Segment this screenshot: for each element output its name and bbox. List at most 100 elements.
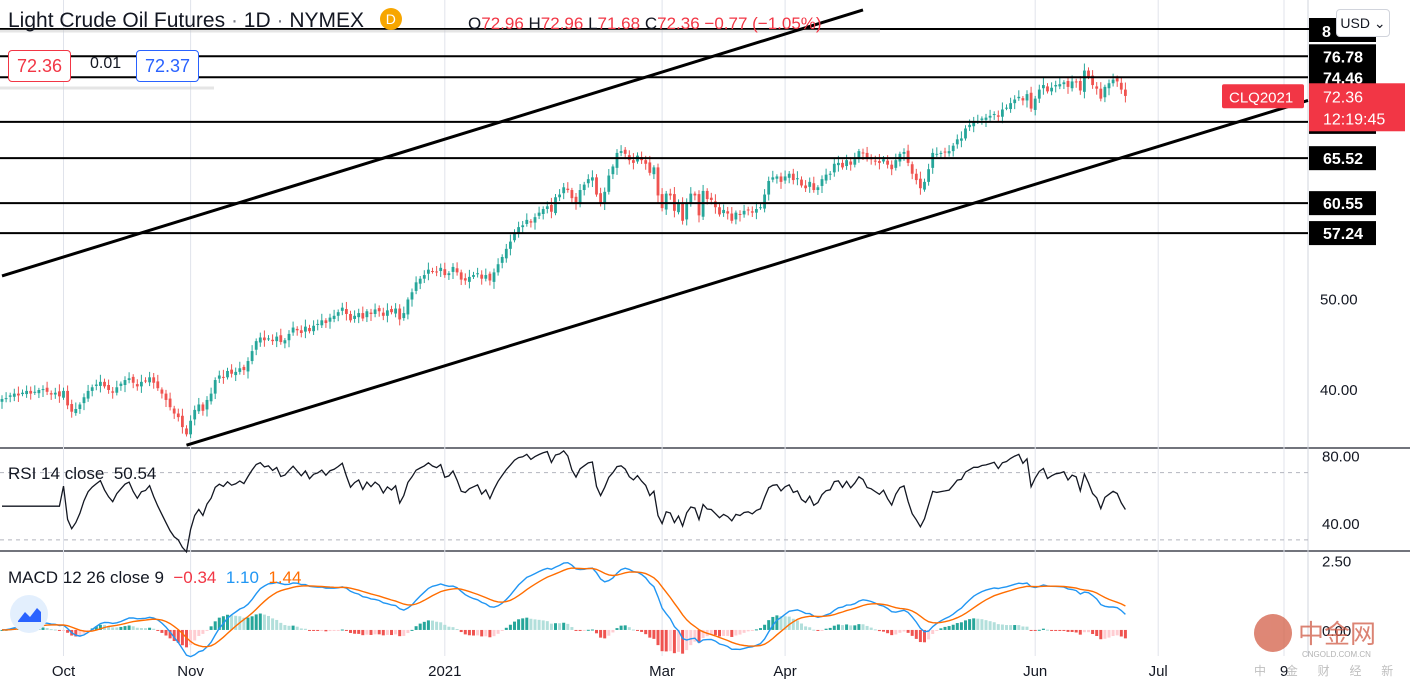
macd-hist-bar [426,620,430,630]
macd-hist-bar [41,627,45,630]
level-label-text-4: 60.55 [1323,196,1363,213]
candle [882,159,885,162]
candle [537,212,541,216]
candle [386,310,389,316]
macd-hist-bar [365,629,369,635]
interval[interactable]: 1D [243,9,271,32]
macd-hist-bar [291,625,295,630]
candle [238,368,242,372]
macd-hist-bar [697,629,701,643]
macd-hist-bar [267,615,270,630]
candle [693,193,697,196]
candle [804,185,807,189]
candle [41,389,45,391]
candle [230,369,233,374]
candle [33,391,37,393]
macd-hist-bar [283,625,287,630]
macd-tick-2.50: 2.50 [1322,553,1351,570]
candle [545,206,549,210]
macd-hist-bar [1087,629,1090,633]
macd-hist-bar [287,625,291,630]
currency-select[interactable]: USD ⌄ [1336,9,1390,37]
candle [119,383,123,386]
ohlc-legend: O72.96 H72.96 L71.68 C72.36 −0.77 (−1.05… [468,14,822,33]
candle [1124,89,1127,96]
candle [402,313,406,319]
sell-price-button[interactable]: 72.36 [8,50,72,82]
macd-hist-bar [127,625,131,630]
candle [209,393,213,402]
candle [222,376,225,378]
candle [12,393,16,397]
macd-hist-bar [180,629,184,646]
macd-hist-bar [57,629,61,631]
candle [455,268,459,273]
candle [414,282,418,291]
candle [94,384,98,386]
macd-hist-bar [1000,624,1004,630]
rsi-value: 50.54 [113,464,157,483]
candle [176,413,180,418]
tradingview-logo-icon[interactable] [10,595,48,633]
candle [943,151,947,153]
macd-hist-bar [119,626,123,630]
macd-hist-bar [1041,628,1045,630]
signal-line [2,567,1126,648]
level-label-0 [1309,44,1376,69]
candle [459,272,463,280]
macd-hist-bar [1013,625,1017,630]
close-value: 72.36 [657,14,700,33]
candle [299,330,303,333]
macd-hist-bar [500,629,504,631]
candle [320,320,324,326]
candle [812,183,816,191]
candle [1078,80,1082,91]
macd-hist-bar [804,626,808,630]
candle [21,392,24,395]
candle [340,307,344,311]
macd-hist-bar [558,623,562,630]
macd-hist-bar [467,629,471,636]
candle [705,190,709,200]
candle [373,309,377,314]
candle [29,390,33,394]
macd-hist-bar [508,624,512,630]
macd-hist-bar [1082,629,1086,633]
macd-hist-bar [677,629,680,652]
candle [488,273,492,281]
macd-hist-bar [746,629,750,632]
candle [919,178,922,189]
macd-hist-bar [689,629,693,646]
candle [70,404,74,412]
candle [603,191,607,205]
macd-hist-bar [271,618,275,630]
macd-hist-bar [144,628,147,630]
macd-hist-bar [718,629,721,637]
candle [45,387,49,392]
macd-hist-bar [82,629,86,634]
macd-hist-bar [74,629,78,637]
macd-hist-value: −0.34 [173,568,217,587]
candle [357,313,361,318]
candle [226,370,229,378]
macd-hist-bar [631,629,635,631]
candle [566,188,570,191]
candle [591,177,594,181]
macd-hist-bar [832,625,836,630]
macd-hist-bar [923,629,926,643]
macd-hist-bar [62,629,65,631]
candle [25,390,28,395]
buy-price-button[interactable]: 72.37 [136,50,200,82]
macd-hist-bar [533,619,537,630]
candle [1042,85,1045,89]
candle [480,274,484,279]
candle [648,162,652,173]
candle [152,377,156,383]
candle [1103,86,1107,98]
candle [1046,86,1049,92]
macd-hist-bar [648,629,652,638]
candle [295,328,299,331]
candle [328,317,332,322]
macd-hist-bar [791,618,795,630]
candle [304,326,307,332]
